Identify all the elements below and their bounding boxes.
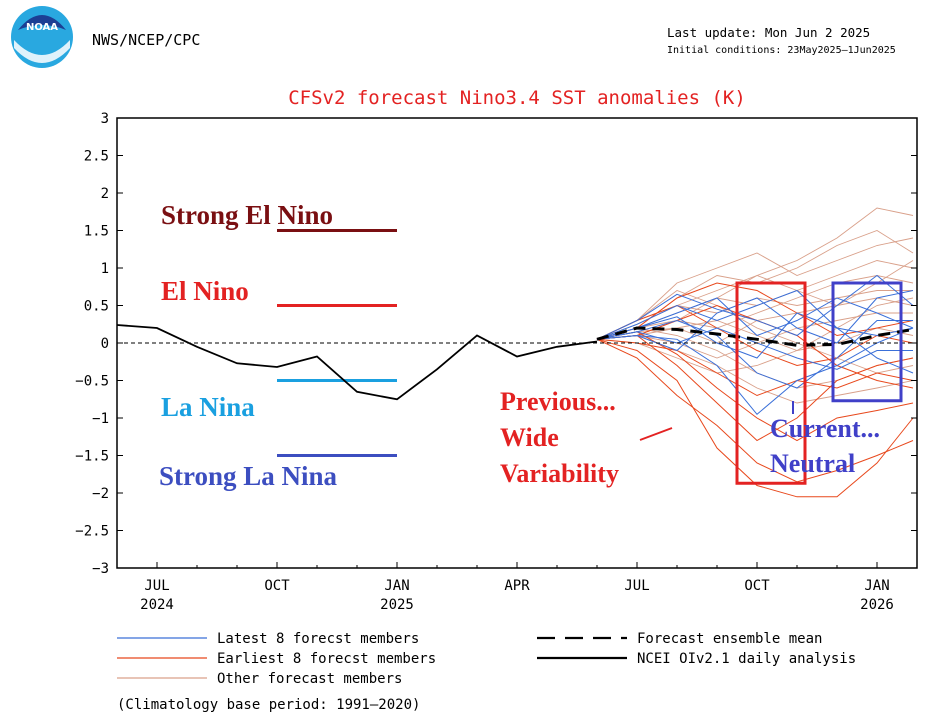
annotation-current-line-2: Neutral [770, 449, 855, 478]
earliest-member-line-1 [596, 338, 914, 483]
annotation-current: Current... Neutral [770, 401, 880, 478]
latest-member-line-5 [596, 289, 914, 340]
y-tick-label: −0.5 [75, 374, 109, 390]
y-tick-label: 0 [101, 336, 109, 352]
last-update: Last update: Mon Jun 2 2025 [667, 25, 870, 40]
x-tick-year: 2026 [860, 597, 894, 613]
annotation-previous: Previous... Wide Variability [500, 387, 673, 488]
x-tick-year: 2025 [380, 597, 414, 613]
x-tick-label: JAN [384, 578, 409, 594]
legend-label-mean: Forecast ensemble mean [637, 631, 822, 647]
y-tick-label: −3 [92, 561, 109, 577]
threshold-lines-group [277, 229, 397, 457]
latest-member-line-1 [596, 274, 914, 340]
y-tick-label: 1.5 [84, 224, 109, 240]
observed-group [116, 324, 598, 401]
annotation-previous-pointer [639, 427, 673, 441]
latest-member-line-8 [596, 290, 914, 352]
latest-member-line-7 [596, 312, 914, 374]
legend-label-observed: NCEI OIv2.1 daily analysis [637, 651, 856, 667]
y-tick-label: 2.5 [84, 149, 109, 165]
initial-conditions: Initial conditions: 23May2025–1Jun2025 [667, 45, 896, 56]
earliest-member-line-5 [596, 338, 914, 397]
annotation-previous-line-1: Previous... [500, 387, 616, 416]
legend-label-latest: Latest 8 forecst members [217, 631, 419, 647]
noaa-logo-text: NOAA [26, 22, 58, 33]
annotation-boxes-group [735, 281, 903, 485]
plot-area [116, 117, 918, 569]
y-tick-label: −2.5 [75, 524, 109, 540]
earliest-member-line-7 [596, 331, 914, 442]
latest-member-line-3 [596, 327, 914, 416]
label-la-nina: La Nina [161, 392, 255, 422]
y-tick-label: −2 [92, 486, 109, 502]
observed-line [116, 324, 598, 401]
agency-label: NWS/NCEP/CPC [92, 31, 200, 49]
chart-title: CFSv2 forecast Nino3.4 SST anomalies (K) [288, 87, 746, 109]
x-tick-label: JUL [624, 578, 649, 594]
latest-member-line-2 [596, 297, 914, 340]
y-tick-label: 0.5 [84, 299, 109, 315]
annotation-current-line-1: Current... [770, 414, 880, 443]
x-tick-label: OCT [264, 578, 290, 594]
x-tick-label: APR [504, 578, 530, 594]
y-tick-label: 1 [101, 261, 109, 277]
other-member-line-11 [596, 289, 914, 374]
label-strong-la-nina: Strong La Nina [159, 461, 338, 491]
legend-label-earliest: Earliest 8 forecst members [217, 651, 436, 667]
annotation-previous-line-2: Wide [500, 423, 559, 452]
y-tick-label: −1 [92, 411, 109, 427]
label-el-nino: El Nino [161, 276, 249, 306]
other-member-line-3 [596, 237, 914, 340]
legend-label-other: Other forecast members [217, 671, 402, 687]
x-tick-label: JAN [864, 578, 889, 594]
y-tick-label: 3 [101, 111, 109, 127]
x-tick-label: OCT [744, 578, 770, 594]
y-tick-label: 2 [101, 186, 109, 202]
earliest-member-line-2 [596, 338, 914, 498]
climatology-note: (Climatology base period: 1991–2020) [117, 697, 420, 713]
threshold-labels: Strong El Nino El Nino La Nina Strong La… [159, 200, 338, 491]
ensemble-mean-group [596, 326, 914, 347]
x-axis: JUL 2024 OCT JAN 2025 APR JUL OCT JAN 2026 [116, 562, 918, 613]
ensemble-mean-line [596, 326, 914, 347]
earliest-member-line-6 [596, 304, 914, 367]
y-axis: 3 2.5 2 1.5 1 0.5 0 −0.5 −1 −1.5 −2 −2.5 −3 [75, 111, 917, 577]
x-tick-year: 2024 [140, 597, 174, 613]
annotation-box-previous [735, 281, 807, 485]
annotation-previous-line-3: Variability [500, 459, 619, 488]
y-tick-label: −1.5 [75, 449, 109, 465]
annotation-box-current [831, 281, 903, 403]
noaa-logo: NOAA [11, 6, 73, 68]
other-member-line-13 [596, 260, 914, 340]
label-strong-el-nino: Strong El Nino [161, 200, 333, 230]
legend: Latest 8 forecst members Earliest 8 fore… [117, 631, 856, 713]
x-tick-label: JUL [144, 578, 169, 594]
